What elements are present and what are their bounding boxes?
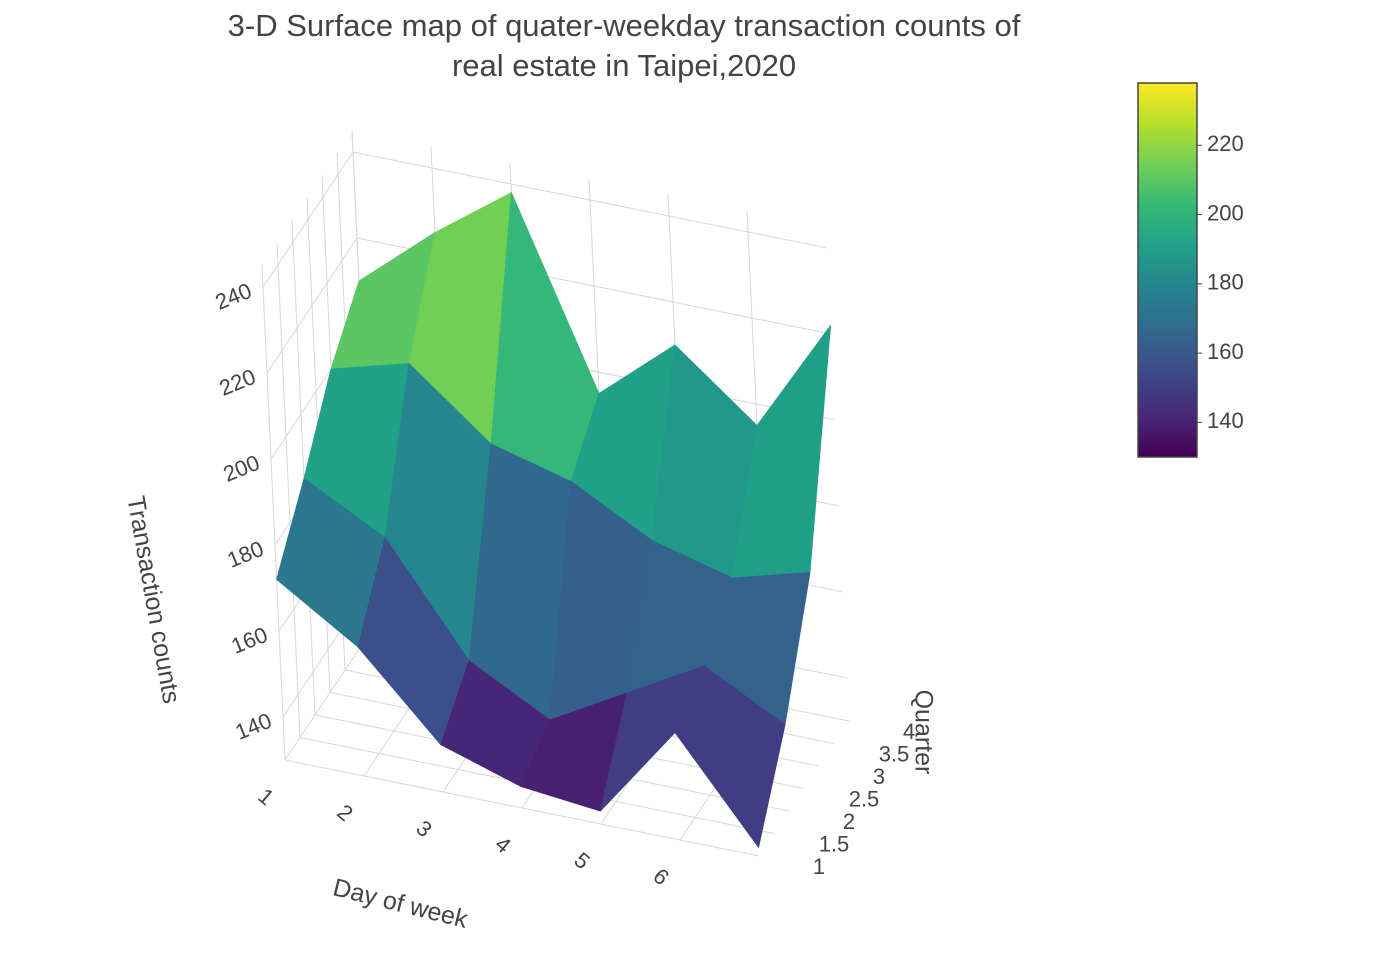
y-grid-line: [261, 265, 286, 761]
chart-title: 3-D Surface map of quater-weekday transa…: [227, 8, 1021, 83]
x-tick-label: 6: [648, 863, 673, 890]
x-tick-label: 2: [332, 799, 357, 826]
x-axis-title: Day of week: [330, 873, 471, 934]
y-tick-label: 1.5: [819, 831, 850, 856]
colorbar-tick-label: 140: [1207, 408, 1244, 433]
colorbar-tick-label: 160: [1207, 339, 1244, 364]
z-tick-label: 200: [220, 450, 263, 487]
y-tick-label: 1: [813, 854, 825, 879]
y-tick-label: 4: [903, 719, 915, 744]
y-tick-label: 2.5: [849, 786, 880, 811]
y-grid-line: [276, 242, 301, 738]
surface-patch: [674, 665, 786, 848]
colorbar: [1137, 82, 1198, 458]
z-tick-label: 140: [232, 708, 275, 745]
x-tick-label: 4: [490, 831, 515, 858]
z-tick-label: 160: [228, 622, 271, 659]
z-axis-title: Transaction counts: [121, 494, 185, 706]
colorbar-tick-label: 220: [1207, 131, 1244, 156]
x-tick-label: 1: [253, 783, 278, 810]
y-grid-line: [291, 220, 316, 716]
z-tick-label: 220: [216, 364, 259, 401]
z-tick-label: 240: [212, 278, 255, 315]
colorbar-tick-label: 200: [1207, 200, 1244, 225]
y-tick-label: 2: [843, 809, 855, 834]
z-tick-label: 180: [224, 536, 267, 573]
y-tick-label: 3: [873, 764, 885, 789]
y-tick-label: 3.5: [879, 741, 910, 766]
colorbar-tick-label: 180: [1207, 270, 1244, 295]
y-grid-line: [284, 759, 760, 857]
x-tick-label: 3: [411, 815, 436, 842]
x-tick-label: 5: [569, 847, 594, 874]
y-axis-title: Quarter: [909, 690, 937, 775]
